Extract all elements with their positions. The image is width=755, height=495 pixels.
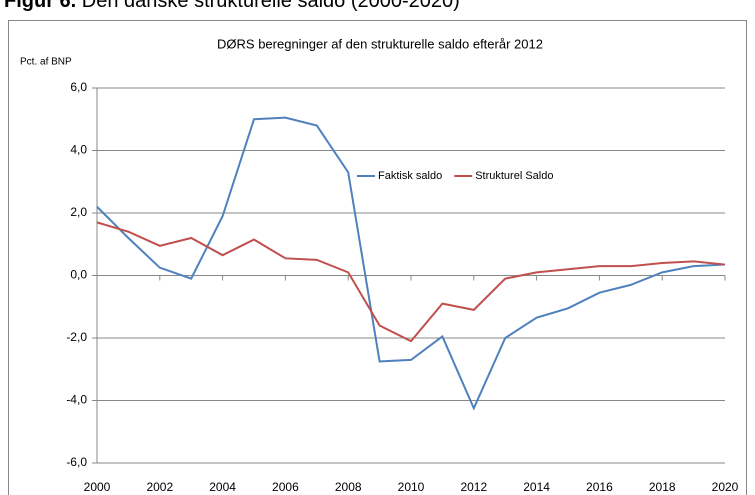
series-line: [96, 221, 726, 343]
y-tick-label: 2,0: [70, 205, 87, 219]
y-tick-label: -2,0: [66, 330, 87, 344]
x-tick-label: 2016: [586, 480, 613, 494]
chart-frame: [8, 20, 747, 495]
y-tick-label: 6,0: [70, 80, 87, 94]
x-tick-label: 2010: [398, 480, 425, 494]
x-tick-label: 2000: [84, 480, 111, 494]
x-tick-label: 2014: [523, 480, 550, 494]
legend-label: Faktisk saldo: [378, 170, 442, 182]
x-tick-label: 2018: [649, 480, 676, 494]
heading: Figur 6. Den danske strukturelle saldo (…: [4, 0, 460, 12]
y-tick-label: 4,0: [70, 143, 87, 157]
heading-text: Den danske strukturelle saldo (2000-2020…: [82, 0, 460, 12]
heading-label: Figur 6.: [4, 0, 76, 12]
y-tick-label: -4,0: [66, 393, 87, 407]
series-line: [96, 116, 726, 411]
y-tick-label: -6,0: [66, 455, 87, 469]
x-tick-label: 2020: [712, 480, 739, 494]
y-axis-label: Pct. af BNP: [20, 57, 72, 68]
x-tick-label: 2002: [146, 480, 173, 494]
x-tick-label: 2006: [272, 480, 299, 494]
y-tick-label: 0,0: [70, 268, 87, 282]
x-tick-label: 2008: [335, 480, 362, 494]
chart-title: DØRS beregninger af den strukturelle sal…: [217, 36, 543, 51]
x-tick-label: 2004: [209, 480, 236, 494]
x-tick-label: 2012: [460, 480, 487, 494]
legend-label: Strukturel Saldo: [475, 170, 553, 182]
